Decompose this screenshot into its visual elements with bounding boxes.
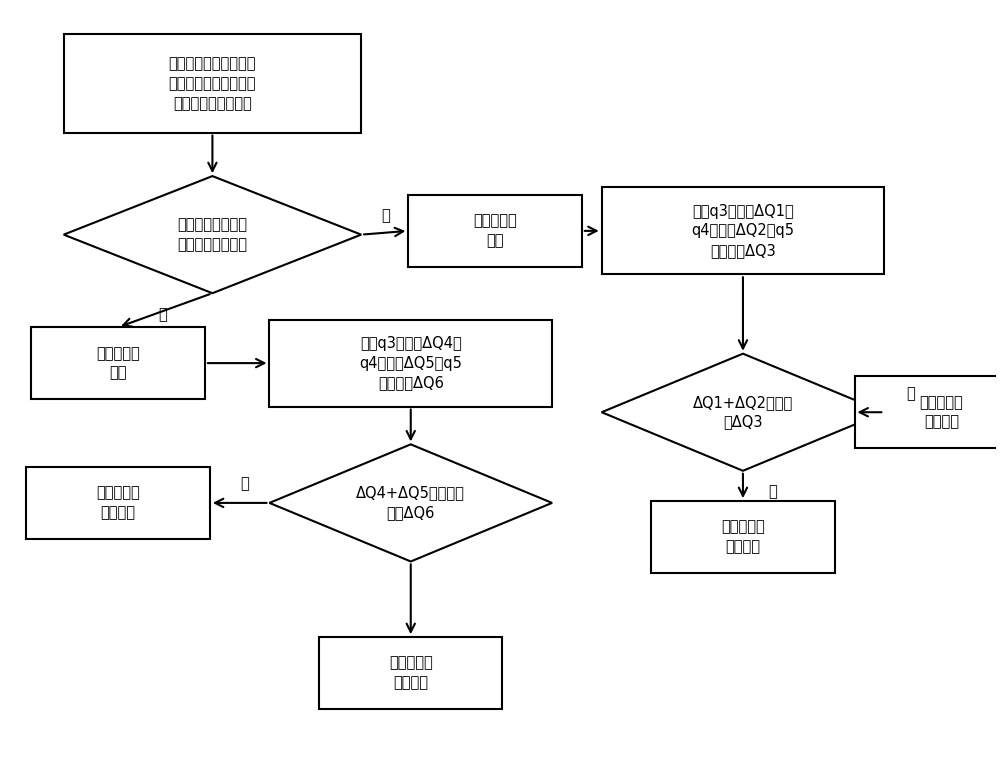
- Text: 否: 否: [768, 484, 777, 500]
- FancyBboxPatch shape: [602, 187, 884, 274]
- Text: 否: 否: [158, 307, 167, 322]
- Text: ΔQ1+ΔQ2是否大
于ΔQ3: ΔQ1+ΔQ2是否大 于ΔQ3: [693, 395, 793, 429]
- Text: 计算q3增加量ΔQ4、
q4增加量ΔQ5和q5
的降低量ΔQ6: 计算q3增加量ΔQ4、 q4增加量ΔQ5和q5 的降低量ΔQ6: [359, 336, 462, 390]
- Text: 计算q3降低量ΔQ1、
q4降低量ΔQ2和q5
的增加量ΔQ3: 计算q3降低量ΔQ1、 q4降低量ΔQ2和q5 的增加量ΔQ3: [691, 203, 794, 258]
- FancyBboxPatch shape: [64, 34, 361, 133]
- FancyBboxPatch shape: [26, 467, 210, 539]
- Text: 保持调整后
的总风量: 保持调整后 的总风量: [389, 656, 433, 691]
- Polygon shape: [602, 354, 884, 471]
- Text: 减少锅炉总
风量: 减少锅炉总 风量: [96, 345, 140, 380]
- Text: 计算实时飞灰含碳量，
对比最近两次计算的实
时飞灰含碳量的结果: 计算实时飞灰含碳量， 对比最近两次计算的实 时飞灰含碳量的结果: [169, 57, 256, 111]
- FancyBboxPatch shape: [651, 501, 835, 573]
- Text: 最近一次的实时飞
灰含碳量是否升高: 最近一次的实时飞 灰含碳量是否升高: [177, 217, 247, 252]
- Text: 否: 否: [240, 477, 249, 491]
- Text: 是: 是: [907, 386, 915, 401]
- FancyBboxPatch shape: [855, 377, 1000, 448]
- Text: 是: 是: [382, 209, 390, 223]
- Polygon shape: [64, 176, 361, 293]
- Text: 增加锅炉总
风量: 增加锅炉总 风量: [473, 213, 517, 248]
- FancyBboxPatch shape: [269, 319, 552, 406]
- FancyBboxPatch shape: [319, 637, 502, 709]
- Text: 保持调整后
的总风量: 保持调整后 的总风量: [919, 395, 963, 429]
- Text: ΔQ4+ΔQ5是否大于
等于ΔQ6: ΔQ4+ΔQ5是否大于 等于ΔQ6: [356, 485, 465, 520]
- Text: 保持调整前
的总风量: 保持调整前 的总风量: [96, 485, 140, 520]
- FancyBboxPatch shape: [31, 327, 205, 399]
- Polygon shape: [269, 445, 552, 562]
- FancyBboxPatch shape: [408, 195, 582, 267]
- Text: 保持调整前
的总风量: 保持调整前 的总风量: [721, 520, 765, 555]
